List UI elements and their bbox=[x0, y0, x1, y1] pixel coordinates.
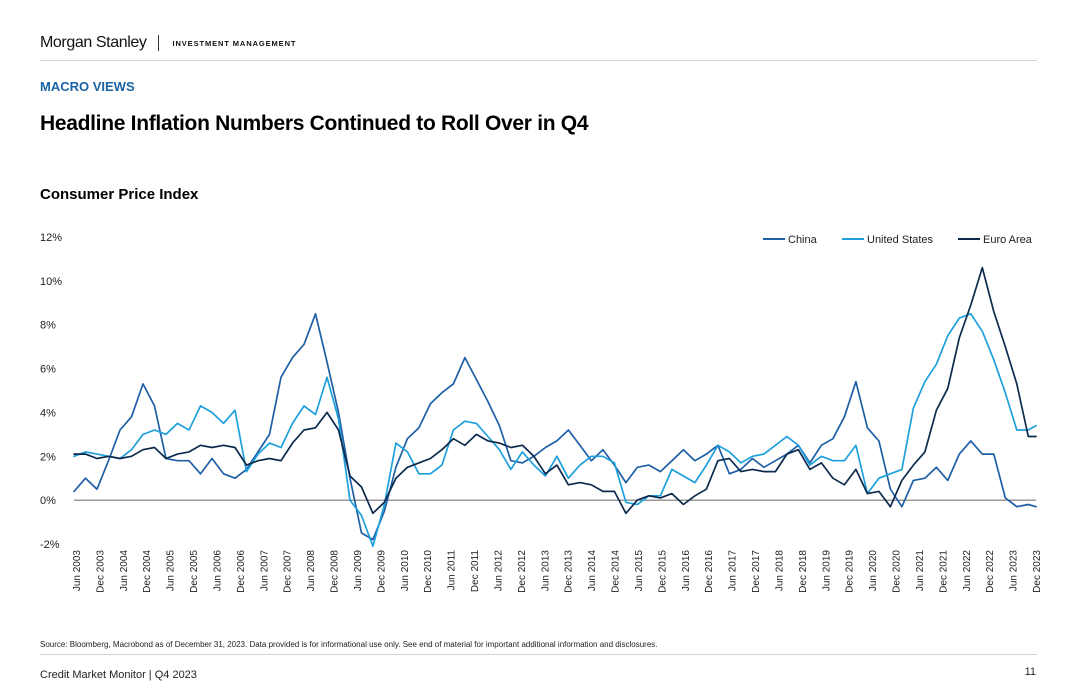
legend-label-united-states: United States bbox=[867, 234, 934, 246]
chart-title: Consumer Price Index bbox=[40, 186, 199, 203]
cpi-line-chart: -2% 0% 2% 4% 6% 8% 10% 12% Jun 2003 Dec 2003 Jun 2… bbox=[40, 232, 1043, 593]
series-line-euro-area bbox=[73, 266, 1037, 515]
footer-publication: Credit Market Monitor | Q4 2023 bbox=[40, 669, 197, 681]
header-divider bbox=[40, 60, 1037, 61]
x-tick-label: Dec 2015 bbox=[657, 550, 668, 593]
x-tick-label: Dec 2007 bbox=[283, 550, 294, 593]
x-tick-label: Jun 2007 bbox=[259, 550, 270, 592]
x-tick-label: Jun 2023 bbox=[1009, 550, 1020, 592]
source-note: Source: Bloomberg, Macrobond as of Decem… bbox=[40, 640, 658, 649]
series-line-united-states bbox=[73, 312, 1037, 548]
x-tick-label: Dec 2019 bbox=[845, 550, 856, 593]
x-tick-label: Dec 2005 bbox=[189, 550, 200, 593]
brand-header: Morgan Stanley INVESTMENT MANAGEMENT bbox=[40, 34, 296, 52]
x-tick-label: Dec 2022 bbox=[985, 550, 996, 593]
x-tick-label: Dec 2006 bbox=[236, 550, 247, 593]
x-tick-label: Jun 2004 bbox=[119, 550, 130, 592]
x-tick-label: Dec 2003 bbox=[95, 550, 106, 593]
series-line-china bbox=[73, 312, 1037, 541]
section-label: MACRO VIEWS bbox=[40, 79, 135, 94]
page-number: 11 bbox=[1024, 666, 1036, 678]
x-tick-label: Jun 2011 bbox=[447, 550, 458, 591]
x-tick-label: Jun 2021 bbox=[915, 550, 926, 592]
legend-label-euro-area: Euro Area bbox=[983, 234, 1033, 246]
y-tick-label: 10% bbox=[40, 276, 62, 288]
x-tick-label: Jun 2018 bbox=[774, 550, 785, 592]
brand-logo: Morgan Stanley bbox=[40, 34, 147, 51]
brand-subtitle: INVESTMENT MANAGEMENT bbox=[172, 38, 297, 48]
x-tick-label: Jun 2003 bbox=[72, 550, 83, 592]
x-tick-label: Dec 2020 bbox=[892, 550, 903, 593]
x-tick-label: Jun 2009 bbox=[353, 550, 364, 592]
x-tick-label: Dec 2008 bbox=[330, 550, 341, 593]
x-tick-label: Dec 2013 bbox=[564, 550, 575, 593]
y-tick-label: 4% bbox=[40, 407, 56, 419]
x-tick-label: Jun 2022 bbox=[962, 550, 973, 592]
x-tick-label: Jun 2015 bbox=[634, 550, 645, 592]
footer-divider bbox=[40, 654, 1037, 655]
x-tick-label: Dec 2010 bbox=[423, 550, 434, 593]
y-tick-label: 8% bbox=[40, 320, 56, 332]
x-tick-label: Dec 2017 bbox=[751, 550, 762, 593]
x-tick-label: Jun 2006 bbox=[212, 550, 223, 592]
x-tick-label: Jun 2016 bbox=[681, 550, 692, 592]
y-tick-label: 6% bbox=[40, 364, 56, 376]
y-tick-label: 0% bbox=[40, 495, 56, 507]
legend-label-china: China bbox=[788, 234, 818, 246]
x-tick-label: Jun 2020 bbox=[868, 550, 879, 592]
x-tick-label: Jun 2008 bbox=[306, 550, 317, 592]
brand-divider bbox=[158, 35, 160, 51]
x-tick-label: Jun 2014 bbox=[587, 550, 598, 592]
page-title: Headline Inflation Numbers Continued to … bbox=[40, 112, 589, 135]
x-tick-label: Dec 2021 bbox=[938, 550, 949, 593]
x-tick-label: Jun 2010 bbox=[400, 550, 411, 592]
x-tick-label: Jun 2005 bbox=[166, 550, 177, 592]
x-tick-label: Dec 2018 bbox=[798, 550, 809, 593]
x-tick-label: Dec 2004 bbox=[142, 550, 153, 593]
x-tick-label: Dec 2009 bbox=[376, 550, 387, 593]
x-tick-label: Jun 2012 bbox=[493, 550, 504, 592]
y-tick-label: 12% bbox=[40, 232, 62, 244]
y-tick-label: 2% bbox=[40, 451, 56, 463]
x-tick-label: Dec 2016 bbox=[704, 550, 715, 593]
x-tick-label: Jun 2017 bbox=[728, 550, 739, 592]
x-tick-label: Jun 2013 bbox=[540, 550, 551, 592]
x-tick-label: Dec 2023 bbox=[1032, 550, 1043, 593]
y-tick-label: -2% bbox=[40, 539, 60, 551]
x-tick-label: Dec 2014 bbox=[611, 550, 622, 593]
x-tick-label: Jun 2019 bbox=[821, 550, 832, 592]
x-tick-label: Dec 2012 bbox=[517, 550, 528, 593]
x-tick-label: Dec 2011 bbox=[470, 550, 481, 593]
